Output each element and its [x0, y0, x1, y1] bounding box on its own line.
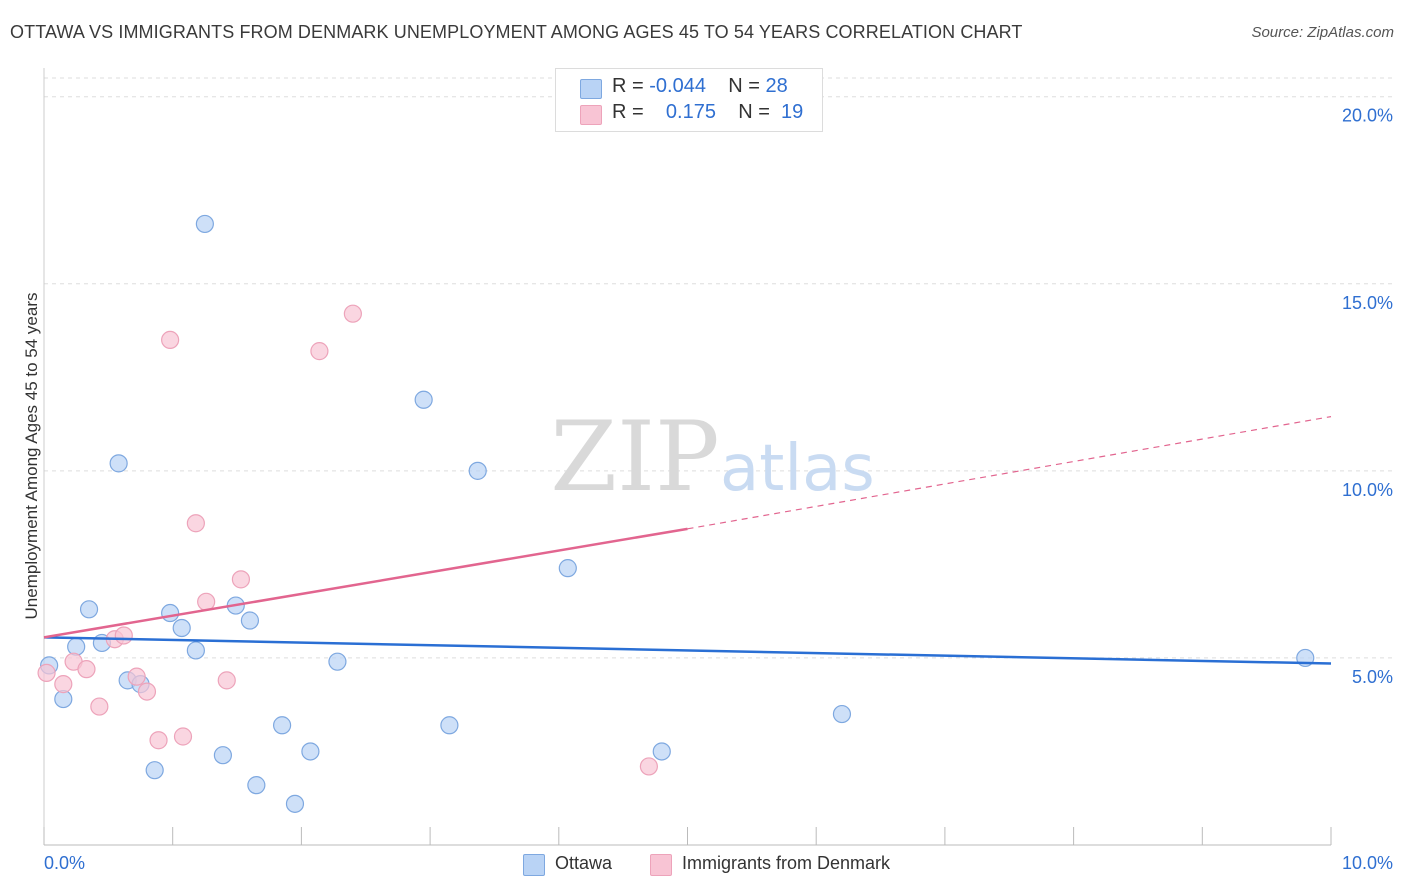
denmark-point[interactable] [343, 304, 362, 323]
watermark-atlas: atlas [720, 432, 875, 506]
correlation-legend: R = -0.044 N = 28 R = 0.175 N = 19 [555, 68, 823, 132]
denmark-point[interactable] [149, 731, 168, 750]
ottawa-point[interactable] [832, 704, 852, 724]
bottom-legend-swatch-denmark [650, 854, 672, 876]
ottawa-point[interactable] [67, 637, 86, 656]
ottawa-point[interactable] [301, 742, 320, 761]
ottawa-point[interactable] [195, 214, 214, 234]
legend-r-value-ottawa: -0.044 [649, 75, 706, 97]
points-layer [37, 214, 1315, 813]
legend-swatch-ottawa [580, 79, 602, 99]
ottawa-point[interactable] [247, 776, 266, 795]
legend-swatch-denmark [580, 105, 602, 125]
denmark-trend-line [43, 527, 688, 639]
legend-n-label: N = [728, 75, 760, 97]
denmark-point[interactable] [161, 330, 180, 350]
denmark-trend-line-extension [687, 416, 1332, 530]
bottom-legend-swatch-ottawa [523, 854, 545, 876]
legend-n-label: N = [738, 101, 770, 123]
x-tick-label: 10.0% [1342, 853, 1393, 873]
legend-r-label: R = [612, 101, 644, 123]
y-tick-label: 15.0% [1342, 293, 1393, 313]
watermark-zip: ZIP [550, 401, 719, 513]
axis-layer: 5.0% 10.0% 15.0% 20.0% 0.0% 10.0% [43, 68, 1393, 873]
ottawa-point[interactable] [328, 652, 347, 671]
legend-r-label: R = [612, 75, 644, 97]
legend-r-value-denmark: 0.175 [665, 101, 716, 123]
bottom-legend-label-denmark: Immigrants from Denmark [682, 853, 891, 873]
source-label: Source: ZipAtlas.com [1251, 24, 1394, 41]
y-tick-label: 10.0% [1342, 480, 1393, 500]
y-tick-label: 5.0% [1352, 667, 1393, 687]
ottawa-point[interactable] [440, 716, 459, 735]
ottawa-point[interactable] [172, 618, 191, 638]
denmark-point[interactable] [54, 675, 73, 694]
bottom-legend-label-ottawa: Ottawa [555, 853, 613, 873]
ottawa-point[interactable] [240, 611, 260, 630]
grid-layer [44, 77, 1392, 659]
ottawa-point[interactable] [414, 390, 433, 409]
x-tick-label: 0.0% [44, 853, 85, 873]
denmark-point[interactable] [231, 570, 251, 589]
y-axis-label: Unemployment Among Ages 45 to 54 years [22, 293, 41, 620]
denmark-point[interactable] [77, 660, 96, 679]
denmark-point[interactable] [217, 671, 236, 690]
denmark-point[interactable] [186, 514, 205, 533]
denmark-point[interactable] [90, 697, 109, 716]
denmark-point[interactable] [173, 727, 193, 746]
denmark-point[interactable] [37, 663, 56, 682]
ottawa-point[interactable] [145, 761, 164, 780]
legend-n-value-ottawa: 28 [765, 75, 788, 97]
ottawa-point[interactable] [285, 794, 305, 813]
ottawa-point[interactable] [109, 454, 128, 473]
trend-layer [43, 416, 1332, 665]
chart-title: OTTAWA VS IMMIGRANTS FROM DENMARK UNEMPL… [10, 22, 1023, 42]
denmark-point[interactable] [639, 757, 658, 776]
ottawa-point[interactable] [186, 641, 205, 660]
denmark-point[interactable] [114, 626, 133, 645]
ottawa-point[interactable] [79, 600, 99, 619]
ottawa-point[interactable] [161, 603, 180, 623]
y-tick-label: 20.0% [1342, 106, 1393, 126]
ottawa-point[interactable] [213, 746, 232, 765]
watermark: ZIP atlas [550, 401, 874, 513]
denmark-point[interactable] [310, 342, 329, 361]
denmark-point[interactable] [137, 682, 157, 701]
ottawa-point[interactable] [272, 716, 292, 735]
ottawa-point[interactable] [468, 461, 487, 480]
ottawa-point[interactable] [652, 742, 671, 761]
ottawa-trend-line [43, 636, 1332, 665]
legend-n-value-denmark: 19 [781, 101, 804, 123]
ottawa-point[interactable] [558, 559, 577, 578]
denmark-point[interactable] [127, 667, 146, 686]
